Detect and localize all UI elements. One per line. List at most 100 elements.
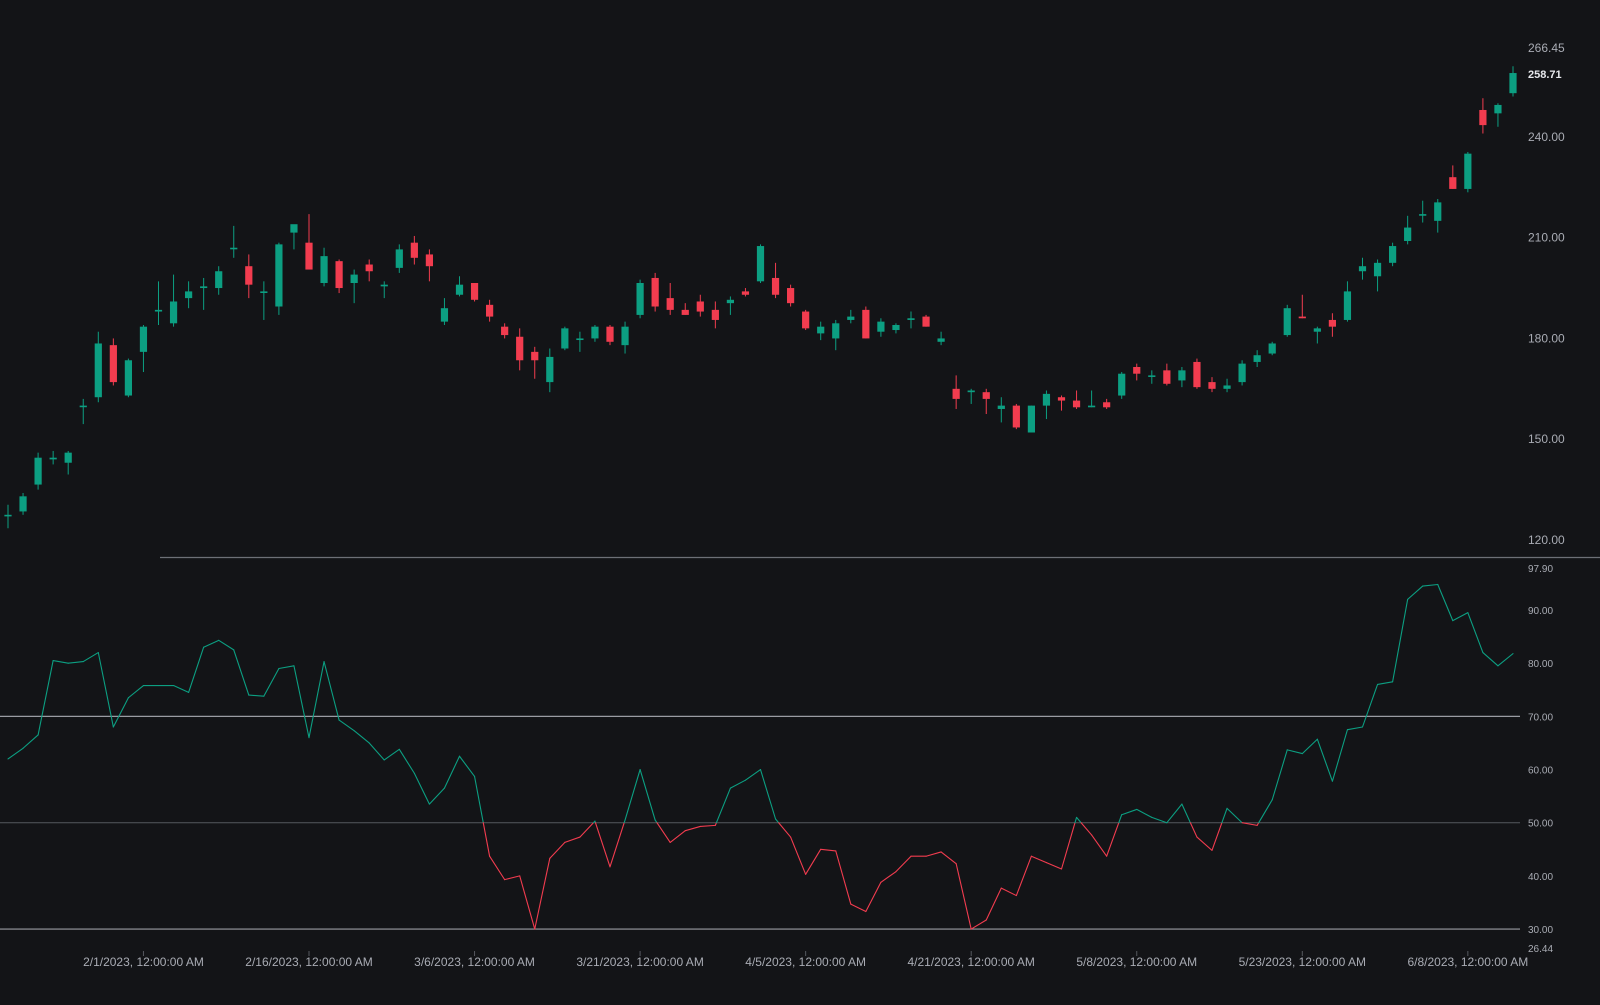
candle-body[interactable] xyxy=(1419,214,1427,216)
candle-body[interactable] xyxy=(741,291,750,295)
candle[interactable] xyxy=(531,346,539,379)
price-pane[interactable] xyxy=(4,66,1517,529)
candle-body[interactable] xyxy=(425,254,433,267)
candle[interactable] xyxy=(1313,326,1321,344)
candle[interactable] xyxy=(1027,405,1035,433)
candle[interactable] xyxy=(1057,395,1066,411)
candle[interactable] xyxy=(1434,199,1442,233)
candle[interactable] xyxy=(1389,242,1397,267)
candle[interactable] xyxy=(756,244,765,283)
candle-body[interactable] xyxy=(847,316,855,320)
candle[interactable] xyxy=(862,306,870,339)
candle-body[interactable] xyxy=(726,299,734,304)
candle-body[interactable] xyxy=(455,284,464,295)
candle[interactable] xyxy=(94,331,102,403)
candle-body[interactable] xyxy=(350,274,358,283)
candle-body[interactable] xyxy=(290,224,298,233)
candle-body[interactable] xyxy=(365,264,373,272)
candle[interactable] xyxy=(847,309,855,324)
candle-body[interactable] xyxy=(94,343,102,398)
oscillator-pane[interactable] xyxy=(0,583,1520,930)
candle-body[interactable] xyxy=(771,277,780,295)
candle[interactable] xyxy=(290,224,298,250)
candle-body[interactable] xyxy=(501,326,509,336)
candle[interactable] xyxy=(1419,200,1427,223)
candle[interactable] xyxy=(802,309,810,331)
candle-body[interactable] xyxy=(1343,291,1352,320)
candle[interactable] xyxy=(124,358,132,398)
candle-body[interactable] xyxy=(907,318,915,320)
candle-body[interactable] xyxy=(200,286,208,289)
candle[interactable] xyxy=(1509,66,1517,97)
candle[interactable] xyxy=(245,254,253,299)
candle-body[interactable] xyxy=(516,336,524,361)
candle[interactable] xyxy=(771,262,780,299)
candle-body[interactable] xyxy=(260,291,268,293)
candle-body[interactable] xyxy=(275,244,283,307)
candle-body[interactable] xyxy=(1313,328,1321,332)
candle[interactable] xyxy=(1373,259,1382,292)
candle-body[interactable] xyxy=(1223,385,1231,389)
candle-body[interactable] xyxy=(1373,262,1382,277)
candle[interactable] xyxy=(1328,313,1336,337)
candle-body[interactable] xyxy=(862,309,870,339)
candle[interactable] xyxy=(726,296,734,315)
candle-body[interactable] xyxy=(1494,104,1502,114)
candle-body[interactable] xyxy=(1148,375,1156,377)
candle[interactable] xyxy=(1163,363,1171,386)
candle-body[interactable] xyxy=(305,242,313,270)
candle-body[interactable] xyxy=(802,311,810,329)
candle[interactable] xyxy=(395,244,403,273)
candle-body[interactable] xyxy=(787,288,795,304)
candle-body[interactable] xyxy=(1238,363,1246,383)
candle[interactable] xyxy=(1449,165,1457,189)
candle-body[interactable] xyxy=(817,326,825,334)
candle-body[interactable] xyxy=(1178,370,1186,381)
candle-body[interactable] xyxy=(967,390,975,393)
candle-body[interactable] xyxy=(922,316,930,327)
candle-body[interactable] xyxy=(395,249,403,268)
candle[interactable] xyxy=(1088,390,1096,408)
candle-body[interactable] xyxy=(621,326,629,346)
candle-body[interactable] xyxy=(124,360,132,396)
candle-body[interactable] xyxy=(139,326,148,352)
candle-body[interactable] xyxy=(1118,373,1126,396)
candle[interactable] xyxy=(1283,304,1291,337)
candle[interactable] xyxy=(997,397,1005,423)
candle-body[interactable] xyxy=(1253,355,1261,362)
candle-body[interactable] xyxy=(4,514,12,517)
candle[interactable] xyxy=(19,492,27,515)
candle-body[interactable] xyxy=(169,301,178,324)
candle[interactable] xyxy=(832,319,840,351)
candle[interactable] xyxy=(335,259,343,294)
candle-body[interactable] xyxy=(756,246,765,282)
candle-body[interactable] xyxy=(1389,246,1397,263)
candle[interactable] xyxy=(681,303,689,315)
candle[interactable] xyxy=(877,318,885,337)
candle[interactable] xyxy=(275,242,283,315)
candle[interactable] xyxy=(34,452,42,490)
candle-body[interactable] xyxy=(696,301,704,312)
candle[interactable] xyxy=(1253,350,1261,367)
candle-body[interactable] xyxy=(109,345,117,383)
candle[interactable] xyxy=(591,324,599,342)
candle[interactable] xyxy=(1343,281,1352,322)
candle[interactable] xyxy=(1133,363,1141,381)
candle[interactable] xyxy=(79,398,87,425)
candle[interactable] xyxy=(621,321,629,354)
candle[interactable] xyxy=(4,504,12,529)
candle[interactable] xyxy=(1268,341,1276,356)
candle[interactable] xyxy=(787,284,795,307)
candle[interactable] xyxy=(1072,390,1081,409)
candle-body[interactable] xyxy=(681,309,689,315)
candle-body[interactable] xyxy=(1479,109,1487,126)
candle-body[interactable] xyxy=(711,309,719,320)
candle[interactable] xyxy=(696,294,704,317)
candle-body[interactable] xyxy=(982,392,990,399)
candle-body[interactable] xyxy=(154,309,163,312)
candle[interactable] xyxy=(139,324,148,373)
candle[interactable] xyxy=(320,247,328,287)
candle-body[interactable] xyxy=(952,388,960,399)
candle-body[interactable] xyxy=(380,284,388,287)
